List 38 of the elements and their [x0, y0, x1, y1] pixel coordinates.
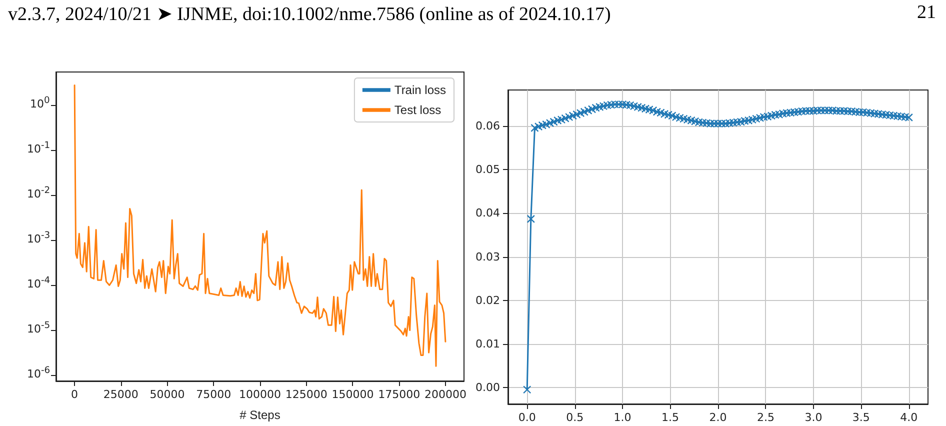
y-tick-label: 0.00	[476, 380, 500, 394]
y-tick-label: 0.05	[476, 163, 500, 176]
y-tick-label: 10$^{-5}$	[27, 320, 50, 336]
x-tick-label: 0.5	[566, 411, 584, 424]
legend-label: Train loss	[394, 83, 446, 97]
text: v2.3.7, 2024/10/21 ➤ IJNME, doi:10.1002/nme.7586 (online as of 2024.10.17)	[8, 3, 611, 26]
x-tick-label: 0.0	[518, 411, 536, 424]
y-tick-label: 0.04	[476, 206, 500, 220]
legend-label: Test loss	[394, 103, 442, 117]
x-tick-label: 25000	[103, 388, 138, 401]
x-tick-label: 100000	[239, 388, 281, 401]
x-tick-label: 3.0	[804, 411, 822, 424]
x-tick-label: 4.0	[900, 411, 918, 424]
x-tick-label: 150000	[332, 388, 374, 401]
x-tick-label: 3.5	[852, 411, 870, 424]
x-tick-label: 200000	[424, 388, 466, 401]
y-tick-label: 10$^{-3}$	[27, 230, 50, 246]
y-tick-label: 10$^{-2}$	[27, 185, 50, 201]
text: 21	[917, 2, 936, 24]
x-tick-label: 75000	[196, 388, 232, 401]
x-tick-label: 50000	[150, 388, 185, 401]
x-tick-label: 175000	[378, 388, 420, 401]
y-tick-label: 10$^{0}$	[30, 95, 50, 111]
y-tick-label: 10$^{-1}$	[27, 140, 50, 156]
y-tick-label: 0.03	[476, 250, 500, 264]
y-tick-label: 0.02	[476, 294, 500, 307]
x-tick-label: 1.0	[614, 411, 632, 424]
y-tick-label: 0.01	[476, 337, 500, 350]
y-tick-label: 10$^{-4}$	[27, 275, 50, 291]
y-tick-label: 10$^{-6}$	[27, 365, 50, 382]
x-axis-title: # Steps	[240, 408, 280, 422]
x-tick-label: 0	[71, 388, 78, 401]
x-tick-label: 125000	[285, 388, 328, 401]
line-series	[74, 84, 446, 367]
x-tick-label: 2.5	[756, 411, 774, 424]
y-tick-label: 0.06	[476, 120, 500, 133]
x-tick-label: 1.5	[662, 411, 680, 424]
x-tick-label: 2.0	[709, 411, 727, 424]
